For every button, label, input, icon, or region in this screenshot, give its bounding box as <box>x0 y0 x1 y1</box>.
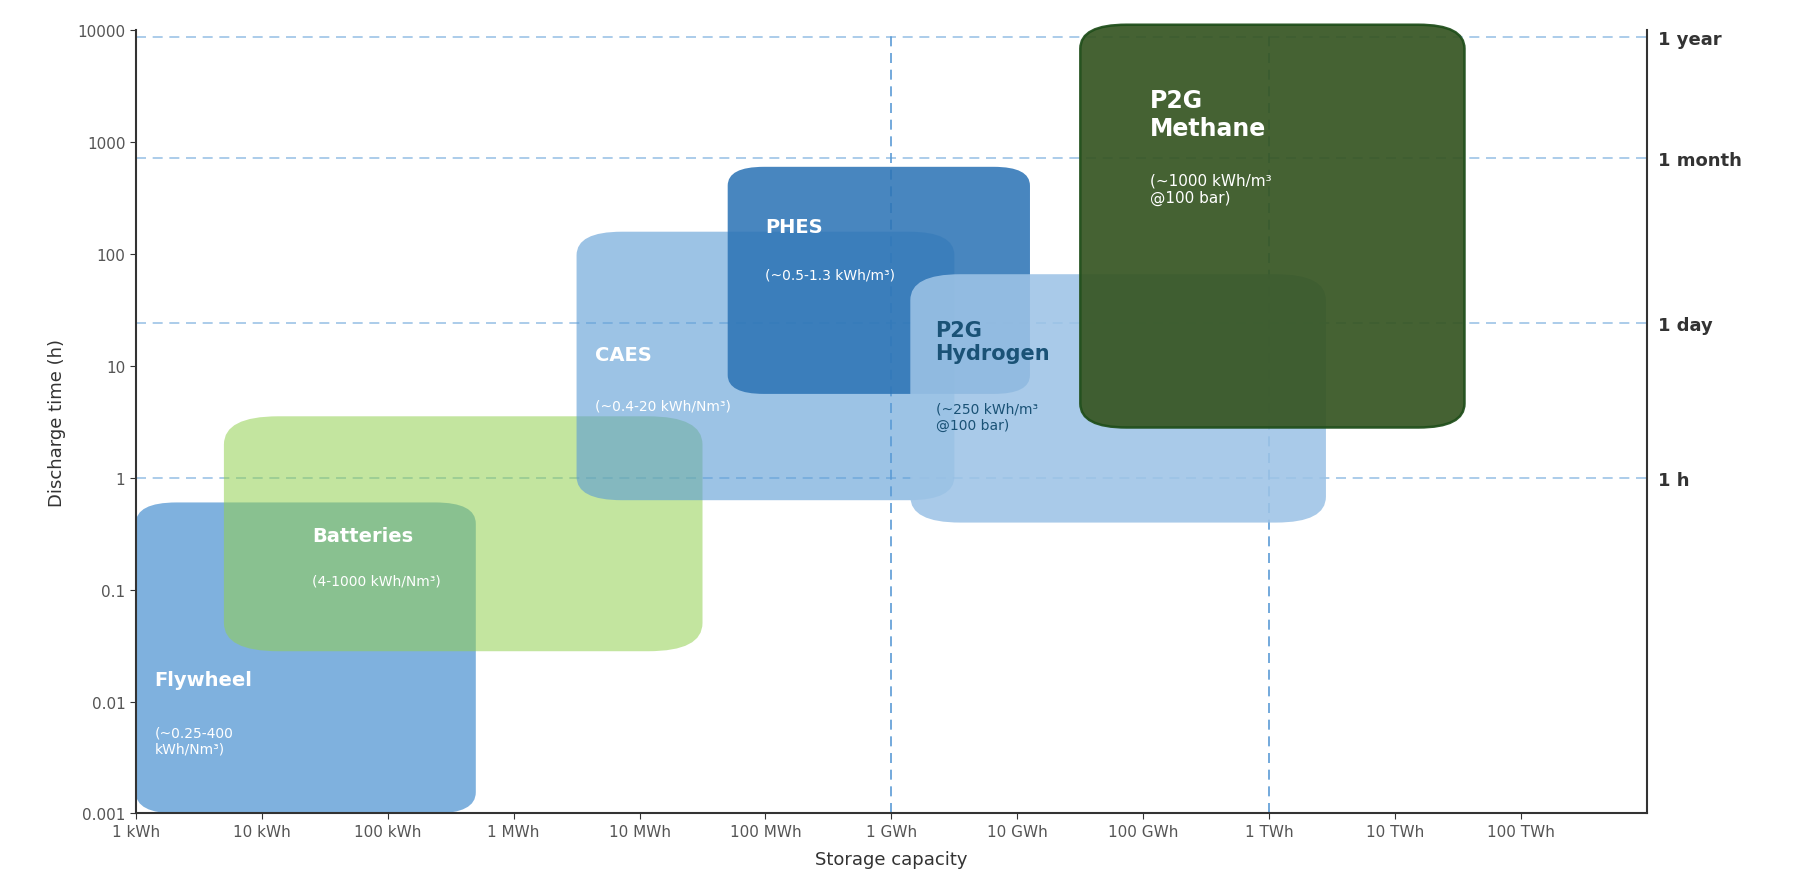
FancyBboxPatch shape <box>1081 26 1464 428</box>
Text: Flywheel: Flywheel <box>154 670 253 689</box>
Text: (~1000 kWh/m³
@100 bar): (~1000 kWh/m³ @100 bar) <box>1149 173 1271 207</box>
Text: Batteries: Batteries <box>311 527 413 546</box>
Text: CAES: CAES <box>595 346 652 365</box>
Text: (~0.5-1.3 kWh/m³): (~0.5-1.3 kWh/m³) <box>766 268 896 282</box>
FancyBboxPatch shape <box>910 275 1327 523</box>
FancyBboxPatch shape <box>728 168 1030 394</box>
FancyBboxPatch shape <box>224 417 702 652</box>
Y-axis label: Discharge time (h): Discharge time (h) <box>49 339 67 506</box>
Text: (~250 kWh/m³
@100 bar): (~250 kWh/m³ @100 bar) <box>936 401 1037 432</box>
Text: (~0.25-400
kWh/Nm³): (~0.25-400 kWh/Nm³) <box>154 726 233 756</box>
X-axis label: Storage capacity: Storage capacity <box>814 850 968 868</box>
Text: (~0.4-20 kWh/Nm³): (~0.4-20 kWh/Nm³) <box>595 399 731 413</box>
FancyBboxPatch shape <box>577 232 954 501</box>
FancyBboxPatch shape <box>136 502 476 814</box>
Text: (4-1000 kWh/Nm³): (4-1000 kWh/Nm³) <box>311 574 442 588</box>
Text: P2G
Methane: P2G Methane <box>1149 89 1265 141</box>
Text: PHES: PHES <box>766 217 824 236</box>
Text: P2G
Hydrogen: P2G Hydrogen <box>936 320 1050 364</box>
